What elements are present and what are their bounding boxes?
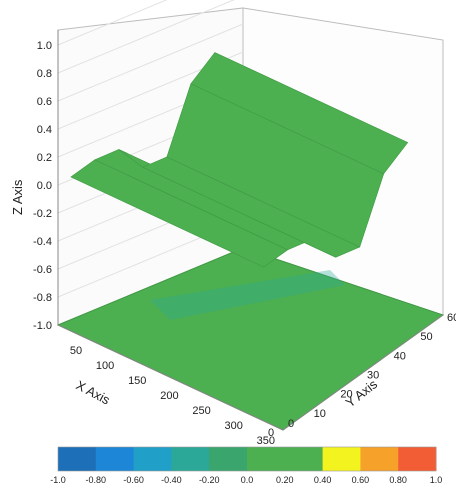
- y-tick-label: 60: [447, 312, 456, 324]
- y-tick-label: 50: [420, 331, 432, 343]
- surface-patch: [190, 52, 409, 175]
- x-tick-label: 200: [160, 390, 178, 402]
- x-tick-label: 50: [70, 345, 82, 357]
- floor-blue-band: [150, 270, 345, 320]
- grid-line: [57, 23, 244, 102]
- z-tick-label: -0.2: [33, 208, 52, 220]
- z-tick-label: -0.6: [33, 264, 52, 276]
- colorbar-segment: [133, 447, 172, 471]
- y-tick-label: 20: [340, 389, 352, 401]
- x-tick-label: 250: [192, 405, 210, 417]
- z-tick-label: -1.0: [33, 320, 52, 332]
- z-tick-labels: 1.0 0.8 0.6 0.4 0.2 0.0 -0.2 -0.4 -0.6 -0.8 -1.0: [33, 40, 52, 332]
- colorbar-tick-label: 0.80: [389, 475, 407, 485]
- colorbar-segment: [322, 447, 361, 471]
- grid-line: [57, 0, 235, 74]
- colorbar-tick-label: -0.80: [86, 475, 107, 485]
- colorbar-segment: [360, 447, 399, 471]
- z-tick-label: 0.8: [37, 68, 52, 80]
- z-tick-label: 0.2: [37, 152, 52, 164]
- colorbar-segment: [247, 447, 286, 471]
- y-tick-labels: 10 20 30 40 50 60: [314, 312, 456, 420]
- y-tick-label: 10: [314, 408, 326, 420]
- colorbar-segment: [209, 447, 248, 471]
- z-tick-label: 0.6: [37, 96, 52, 108]
- y-tick-label: 30: [367, 370, 379, 382]
- colorbar-segment: [95, 447, 135, 471]
- x-axis-title: X Axis: [74, 377, 113, 407]
- grid-line: [57, 0, 168, 46]
- surface: [70, 52, 409, 268]
- z-tick-label: -0.8: [33, 292, 52, 304]
- colorbar-tick-label: -0.60: [123, 475, 144, 485]
- y-origin-label: 0: [268, 427, 274, 439]
- colorbar: -1.0 -0.80 -0.60 -0.40 -0.20 0.0 0.20 0.40 0.60 0…: [50, 446, 443, 485]
- colorbar-tick-label: 0.0: [241, 475, 254, 485]
- z-axis-title: Z Axis: [10, 179, 25, 215]
- x-tick-label: 100: [96, 360, 114, 372]
- x-origin-label: 0: [288, 418, 294, 430]
- z-tick-label: 0.4: [37, 124, 52, 136]
- x-axis-line: [57, 324, 284, 431]
- colorbar-tick-label: 1.0: [430, 475, 443, 485]
- colorbar-tick-label: -1.0: [50, 475, 66, 485]
- colorbar-tick-label: 0.60: [352, 475, 370, 485]
- x-tick-label: 300: [224, 420, 242, 432]
- z-tick-label: 0.0: [37, 180, 52, 192]
- colorbar-tick-label: -0.40: [161, 475, 182, 485]
- x-tick-label: 150: [128, 375, 146, 387]
- colorbar-segment: [398, 447, 437, 471]
- x-tick-labels: 50 100 150 200 250 300 350: [70, 345, 275, 447]
- y-tick-label: 40: [394, 350, 406, 362]
- y-axis-line: [282, 314, 444, 431]
- colorbar-segment: [58, 447, 97, 471]
- colorbar-segment: [171, 447, 210, 471]
- x-tick-label: 350: [257, 435, 275, 447]
- z-tick-label: -0.4: [33, 236, 52, 248]
- z-tick-label: 1.0: [37, 40, 52, 52]
- colorbar-tick-label: 0.40: [314, 475, 332, 485]
- colorbar-segment: [284, 447, 324, 471]
- colorbar-tick-label: 0.20: [276, 475, 294, 485]
- colorbar-tick-label: -0.20: [199, 475, 220, 485]
